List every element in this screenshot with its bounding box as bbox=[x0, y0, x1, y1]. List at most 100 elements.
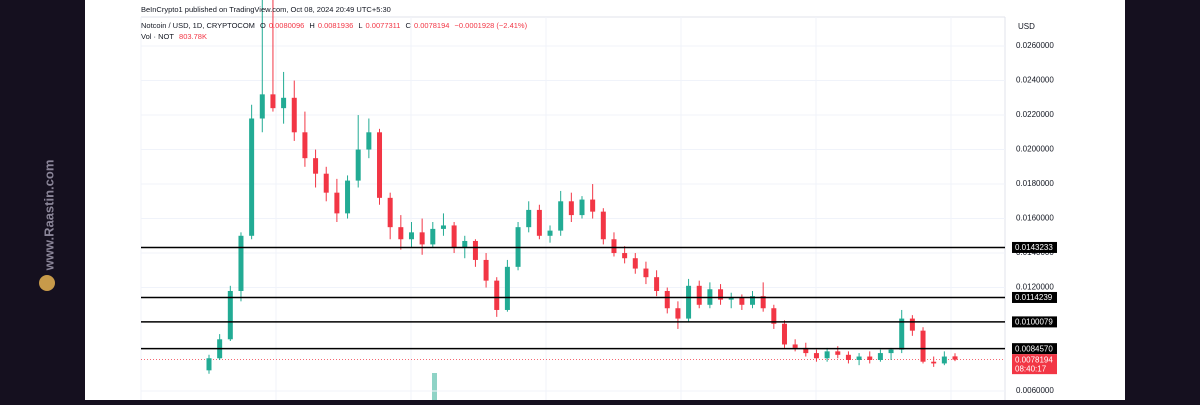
candle-body bbox=[920, 330, 926, 362]
candle-body bbox=[206, 358, 212, 371]
watermark-group: www.Raastin.com bbox=[41, 160, 56, 272]
candle-body bbox=[377, 132, 383, 198]
y-tick-label: 0.0120000 bbox=[1016, 283, 1054, 292]
legend-key: L bbox=[358, 21, 363, 30]
watermark: www.Raastin.com bbox=[41, 160, 56, 272]
candle-body bbox=[718, 289, 724, 300]
candle-body bbox=[558, 201, 564, 231]
right-band bbox=[1125, 0, 1200, 400]
candle-body bbox=[323, 173, 329, 193]
legend-low: 0.0077311 bbox=[365, 21, 401, 30]
volume-value: 803.78K bbox=[179, 32, 207, 41]
candle-body bbox=[355, 149, 361, 181]
candle-body bbox=[888, 349, 894, 354]
volume-bar bbox=[432, 373, 437, 400]
candle-body bbox=[686, 285, 692, 319]
candle-body bbox=[771, 308, 777, 324]
candle-body bbox=[728, 297, 734, 300]
legend-key: H bbox=[309, 21, 315, 30]
candle-body bbox=[270, 94, 276, 109]
candle-body bbox=[750, 296, 756, 305]
volume-line: Vol · NOT 803.78K bbox=[141, 32, 210, 41]
candle-body bbox=[504, 266, 510, 310]
candle-body bbox=[526, 209, 532, 228]
candle-body bbox=[366, 132, 372, 150]
candle-body bbox=[249, 118, 255, 236]
legend-close: 0.0078194 bbox=[413, 21, 450, 30]
y-tick-label: 0.0180000 bbox=[1016, 179, 1054, 188]
y-tick-label: 0.0200000 bbox=[1016, 145, 1054, 154]
logo bbox=[39, 275, 55, 291]
candle-body bbox=[440, 225, 446, 229]
candle-body bbox=[568, 201, 574, 216]
candle-body bbox=[622, 253, 628, 259]
panel bbox=[85, 0, 1125, 400]
candle-body bbox=[259, 94, 265, 119]
candle-body bbox=[803, 347, 809, 354]
candle-body bbox=[909, 318, 915, 331]
candle-body bbox=[590, 199, 596, 212]
level-label: 0.0114239 bbox=[1015, 293, 1053, 302]
candle-body bbox=[952, 356, 958, 360]
candle-body bbox=[419, 232, 425, 245]
legend-open: 0.0080096 bbox=[268, 21, 305, 30]
candle-body bbox=[238, 235, 244, 291]
candle-body bbox=[472, 240, 478, 260]
legend-high: 0.0081936 bbox=[317, 21, 354, 30]
candle-body bbox=[345, 180, 351, 214]
level-label: 0.0143233 bbox=[1015, 243, 1053, 252]
currency: USD bbox=[1018, 22, 1035, 31]
y-tick-label: 0.0240000 bbox=[1016, 76, 1054, 85]
candle-body bbox=[387, 197, 393, 228]
candle-body bbox=[781, 323, 787, 345]
price-label: 0.0078194 bbox=[1015, 355, 1053, 364]
candle-body bbox=[302, 132, 308, 159]
candle-body bbox=[600, 211, 606, 240]
candle-body bbox=[547, 230, 553, 236]
level-label: 0.0084570 bbox=[1015, 344, 1053, 353]
candle-body bbox=[739, 297, 745, 305]
candle-body bbox=[494, 280, 500, 310]
candle-body bbox=[632, 258, 638, 269]
legend-key: C bbox=[405, 21, 411, 30]
legend-key: O bbox=[260, 21, 266, 30]
level-tag bbox=[1012, 316, 1057, 328]
candle-body bbox=[462, 240, 468, 248]
volume-label: Vol · NOT bbox=[141, 32, 174, 41]
candle-body bbox=[611, 239, 617, 254]
candle-body bbox=[536, 209, 542, 236]
countdown: 08:40:17 bbox=[1015, 364, 1047, 373]
candle-body bbox=[430, 228, 436, 245]
legend-change: −0.0001928 (−2.41%) bbox=[454, 21, 528, 30]
candle-body bbox=[813, 353, 819, 359]
candle-body bbox=[281, 97, 287, 109]
candle-body bbox=[856, 356, 862, 360]
y-tick-label: 0.0160000 bbox=[1016, 214, 1054, 223]
candle-body bbox=[313, 158, 319, 174]
attribution: BeInCrypto1 published on TradingView.com… bbox=[141, 5, 391, 14]
candle-body bbox=[824, 351, 830, 359]
candle-body bbox=[792, 344, 798, 348]
candle-body bbox=[696, 285, 702, 305]
candle-body bbox=[643, 268, 649, 278]
symbol: Notcoin / USD, 1D, CRYPTOCOM bbox=[141, 21, 255, 30]
candle-body bbox=[408, 232, 414, 240]
y-tick-label: 0.0220000 bbox=[1016, 110, 1054, 119]
level-tag bbox=[1012, 291, 1057, 303]
level-tag bbox=[1012, 343, 1057, 355]
level-label: 0.0100079 bbox=[1015, 318, 1053, 327]
candle-body bbox=[877, 353, 883, 360]
candle-body bbox=[867, 356, 873, 360]
candle-body bbox=[483, 259, 489, 281]
candle-body bbox=[760, 296, 766, 309]
candle-body bbox=[451, 225, 457, 248]
candle-body bbox=[845, 354, 851, 360]
legend-line: Notcoin / USD, 1D, CRYPTOCOM O 0.0080096 … bbox=[141, 21, 530, 30]
candle-body bbox=[835, 351, 841, 355]
candle-body bbox=[931, 361, 937, 364]
candle-body bbox=[334, 192, 340, 214]
candle-body bbox=[579, 199, 585, 216]
candle-body bbox=[941, 356, 947, 364]
